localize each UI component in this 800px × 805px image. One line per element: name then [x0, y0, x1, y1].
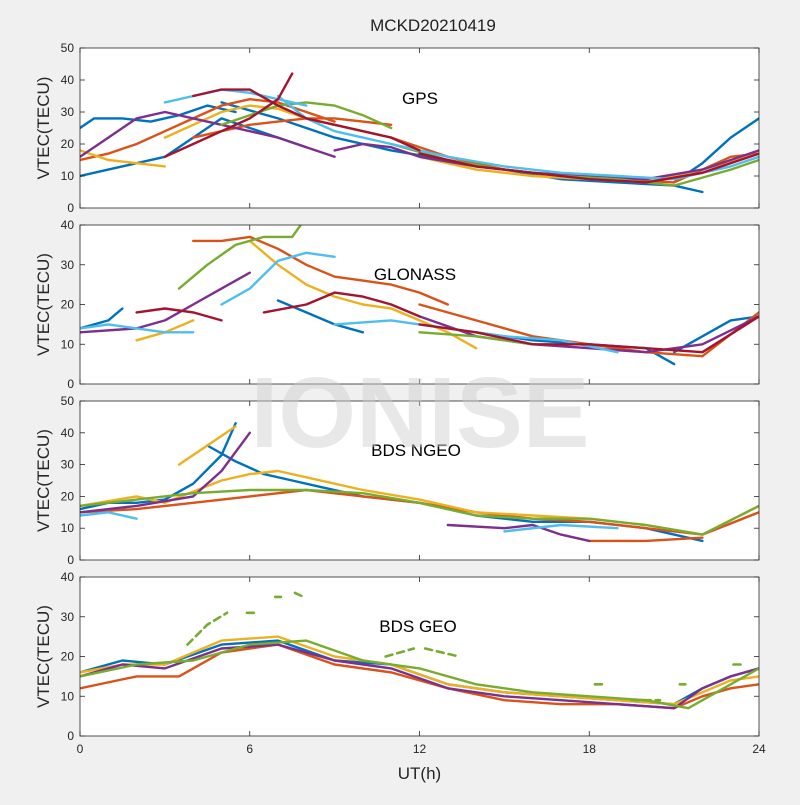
panel-3: 0 10 20 30 40 0 6 12 18 24 VTEC(TECU) BDS GEO UT(h)	[34, 570, 766, 783]
y-tick-label-2: 20	[61, 650, 75, 664]
y-tick-label-0: 0	[67, 553, 74, 567]
y-tick-label-0: 0	[67, 201, 74, 215]
y-axis-label: VTEC(TECU)	[34, 77, 53, 180]
series-line-10	[80, 110, 336, 158]
series-line-5	[177, 425, 237, 466]
series-line-17	[192, 88, 421, 152]
series-line-10	[503, 523, 619, 533]
plot-area	[80, 401, 759, 560]
series-line-7	[446, 523, 591, 543]
y-axis-label: VTEC(TECU)	[34, 605, 53, 708]
series-line-3	[588, 536, 704, 543]
panels: 0 10 20 30 40 50 VTEC(TECU) GPS 0 10 20 30 40 VTEC(TE…	[34, 41, 766, 783]
y-axis-label: VTEC(TECU)	[34, 429, 53, 532]
series-line-12	[80, 323, 195, 334]
series-line-4	[80, 639, 759, 710]
x-tick-label-2: 12	[413, 742, 427, 756]
y-tick-label-5: 50	[61, 41, 75, 55]
series-line-16	[262, 291, 421, 318]
y-tick-label-1: 10	[61, 689, 75, 703]
x-axis-label: UT(h)	[398, 764, 441, 783]
series-group	[80, 422, 759, 543]
plot-area	[80, 577, 759, 736]
y-tick-label-4: 40	[61, 570, 75, 584]
series-line-4	[192, 235, 449, 306]
y-tick-label-3: 30	[61, 105, 75, 119]
y-tick-label-4: 40	[61, 218, 75, 232]
y-tick-label-4: 40	[61, 73, 75, 87]
series-line-15	[135, 307, 223, 322]
series-line-8	[80, 488, 759, 536]
panel-label: BDS NGEO	[371, 441, 461, 460]
series-line-0	[80, 307, 124, 330]
panel-1: 0 10 20 30 40 VTEC(TECU) GLONASS	[34, 218, 760, 391]
panel-0: 0 10 20 30 40 50 VTEC(TECU) GPS	[34, 41, 760, 215]
panel-label: BDS GEO	[379, 617, 456, 636]
series-line-10	[177, 225, 302, 290]
series-line-6	[80, 431, 251, 514]
x-tick-label-1: 6	[246, 742, 253, 756]
dashed-segment-4	[384, 647, 416, 658]
watermark: IONISE	[251, 357, 590, 469]
y-tick-label-3: 30	[61, 258, 75, 272]
dashed-segment-5	[423, 647, 461, 658]
series-line-9	[80, 511, 138, 520]
x-tick-label-4: 24	[752, 742, 766, 756]
y-tick-label-1: 10	[61, 337, 75, 351]
y-axis-label: VTEC(TECU)	[34, 253, 53, 356]
y-tick-label-2: 20	[61, 137, 75, 151]
y-tick-label-1: 10	[61, 521, 75, 535]
y-tick-label-2: 20	[61, 298, 75, 312]
y-tick-label-0: 0	[67, 729, 74, 743]
series-line-3	[672, 315, 759, 354]
panel-label: GLONASS	[374, 265, 456, 284]
series-line-18	[418, 152, 759, 184]
x-tick-label-0: 0	[77, 742, 84, 756]
figure-title: MCKD20210419	[370, 16, 496, 35]
panel-label: GPS	[402, 89, 438, 108]
y-tick-label-4: 40	[61, 426, 75, 440]
y-tick-label-5: 50	[61, 394, 75, 408]
dashed-segment-0	[186, 611, 229, 646]
y-tick-label-0: 0	[67, 377, 74, 391]
series-line-17	[418, 315, 759, 354]
x-tick-label-3: 18	[583, 742, 597, 756]
series-line-12	[220, 101, 393, 130]
y-tick-label-1: 10	[61, 169, 75, 183]
panel-2: 0 10 20 30 40 50 VTEC(TECU) BDS NGEO	[34, 394, 760, 567]
series-line-7	[80, 149, 167, 168]
y-tick-label-2: 20	[61, 489, 75, 503]
series-group	[80, 72, 759, 194]
series-line-16	[163, 72, 294, 158]
series-line-13	[220, 251, 336, 306]
dashed-segment-3	[293, 591, 305, 599]
y-tick-label-3: 30	[61, 458, 75, 472]
series-group	[80, 225, 759, 366]
series-line-11	[418, 331, 534, 346]
series-line-7	[248, 239, 478, 350]
y-tick-label-3: 30	[61, 610, 75, 624]
series-line-8	[80, 271, 251, 334]
series-line-1	[80, 104, 237, 130]
series-group	[80, 591, 759, 710]
